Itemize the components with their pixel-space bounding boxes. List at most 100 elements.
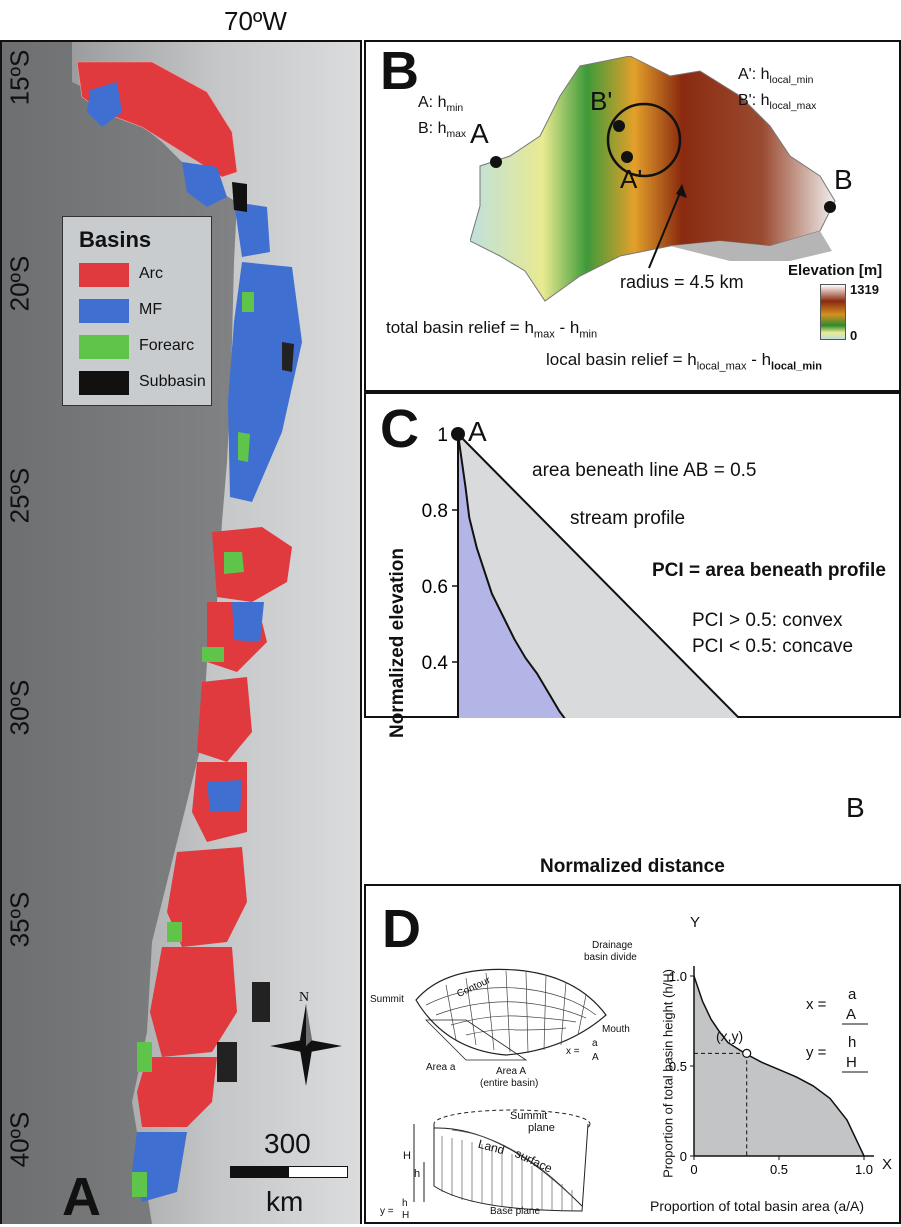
compass-rose-icon [270, 1004, 342, 1086]
b-elevation-min: 0 [850, 328, 858, 343]
legend-label: MF [139, 301, 163, 318]
legend-swatch [79, 335, 129, 359]
hypsometric-chart: 00 0.5 0.5 1.0 1.0 [669, 966, 874, 1177]
latitude-label: 35ºS [4, 891, 35, 948]
y-tick-label: 1 [437, 425, 448, 446]
c-ylabel: Normalized elevation [387, 547, 408, 739]
d-basin-divide: basin divide [584, 952, 637, 963]
b-point-bprime: B' [590, 86, 613, 116]
hypsometric-curve [693, 975, 865, 1157]
legend-title: Basins [79, 227, 152, 252]
d-x-formula: x = [806, 996, 827, 1013]
y-tick-label: 1.0 [669, 969, 687, 984]
b-local-relief: local basin relief = hlocal_max - hlocal… [546, 350, 822, 373]
d-entire: (entire basin) [480, 1078, 539, 1089]
c-convex-text: PCI > 0.5: convex [692, 610, 843, 631]
b-legend-bprime: B': hlocal_max [738, 92, 817, 113]
b-point-a: A [470, 118, 489, 149]
legend-item-forearc: Forearc [79, 333, 209, 361]
d-ylabel: Proportion of total basin height (h/H) [660, 969, 676, 1178]
d-mouth: Mouth [602, 1024, 630, 1035]
d-y-frac-den: H [402, 1210, 410, 1221]
legend-label: Arc [139, 265, 163, 282]
d-x-formula-den: A [846, 1006, 857, 1023]
basin-sketch-top [415, 968, 607, 1061]
scale-unit: km [266, 1186, 304, 1217]
c-point-a: A [468, 416, 487, 447]
d-y-axis-letter: Y [690, 914, 701, 931]
d-x-eq: x = [566, 1046, 580, 1057]
b-elevation-max: 1319 [850, 282, 879, 297]
d-area-A: Area A [496, 1066, 527, 1077]
scale-value: 300 [264, 1128, 311, 1159]
d-y-eq: y = [380, 1206, 394, 1217]
y-tick-label: 0.6 [422, 577, 448, 598]
latitude-label: 30ºS [4, 679, 35, 736]
d-summit-plane-1: Summit [510, 1110, 548, 1122]
b-elevation-title: Elevation [m] [788, 262, 883, 279]
d-y-formula-num: h [848, 1034, 857, 1051]
basin-elevation-map [470, 56, 836, 302]
d-base-plane: Base plane [490, 1206, 541, 1217]
legend-swatch [79, 299, 129, 323]
d-y-formula-den: H [846, 1054, 857, 1071]
y-tick-label: 0.8 [422, 501, 448, 522]
d-point-label: (x,y) [716, 1028, 744, 1044]
d-H: H [403, 1150, 411, 1162]
d-summit-plane-2: plane [528, 1122, 555, 1134]
c-xlabel: Normalized distance [540, 856, 725, 877]
scale-bar [230, 1166, 348, 1178]
hypsometric-area [694, 976, 864, 1156]
panel-c-letter: C [380, 399, 419, 459]
d-area-a: Area a [426, 1062, 456, 1073]
latitude-label: 40ºS [4, 1111, 35, 1168]
c-area-text: area beneath line AB = 0.5 [532, 460, 757, 481]
panel-b-letter: B [380, 41, 419, 101]
basin-sketch-bottom [413, 1109, 591, 1212]
x-tick-label: 0 [690, 1162, 697, 1177]
panel-d-letter: D [382, 899, 421, 959]
y-tick-label: 0 [680, 1149, 687, 1164]
xy-point-marker [742, 1048, 752, 1058]
x-tick-label: 0.5 [770, 1162, 788, 1177]
c-concave-text: PCI < 0.5: concave [692, 636, 854, 657]
d-h: h [414, 1168, 421, 1180]
point-a-marker [451, 427, 465, 441]
b-point-aprime: A' [620, 164, 643, 194]
legend-label: Subbasin [139, 373, 206, 390]
d-drainage: Drainage [592, 940, 633, 951]
b-legend-b: B: hmax [418, 120, 467, 141]
d-x-axis-letter: X [882, 1156, 893, 1173]
legend-label: Forearc [139, 337, 195, 354]
longitude-label: 70ºW [224, 6, 287, 36]
d-summit: Summit [370, 994, 404, 1005]
b-point-b: B [834, 164, 853, 195]
elevation-colorbar [820, 284, 846, 340]
d-y-frac-num: h [402, 1198, 408, 1209]
compass-north-label: N [299, 990, 310, 1005]
basin-legend: Basins Arc MF Forearc Subbasin [62, 216, 212, 406]
legend-item-mf: MF [79, 297, 209, 325]
b-legend-aprime: A': hlocal_min [738, 66, 814, 87]
c-point-b: B [846, 792, 865, 823]
d-y-formula: y = [806, 1044, 827, 1061]
profile-area [458, 434, 565, 718]
y-tick-label: 0.4 [422, 653, 449, 674]
panel-b-overlay [490, 102, 836, 269]
legend-swatch [79, 263, 129, 287]
d-xlabel: Proportion of total basin area (a/A) [650, 1198, 865, 1214]
panel-a-letter: A [62, 1167, 101, 1227]
line-ab [457, 433, 741, 718]
stream-profile-line [457, 433, 566, 718]
b-radius-label: radius = 4.5 km [620, 272, 744, 292]
y-tick-label: 0.5 [669, 1059, 687, 1074]
d-x-frac-num: a [592, 1038, 598, 1049]
legend-swatch [79, 371, 129, 395]
c-stream-text: stream profile [570, 508, 686, 529]
x-tick-label: 1.0 [855, 1162, 873, 1177]
latitude-label: 25ºS [4, 467, 35, 524]
d-x-frac-den: A [592, 1052, 599, 1063]
b-legend-a: A: hmin [418, 94, 464, 115]
latitude-label: 15ºS [4, 49, 35, 106]
pci-chart: 000.20.20.40.40.60.60.80.811 [422, 425, 741, 718]
